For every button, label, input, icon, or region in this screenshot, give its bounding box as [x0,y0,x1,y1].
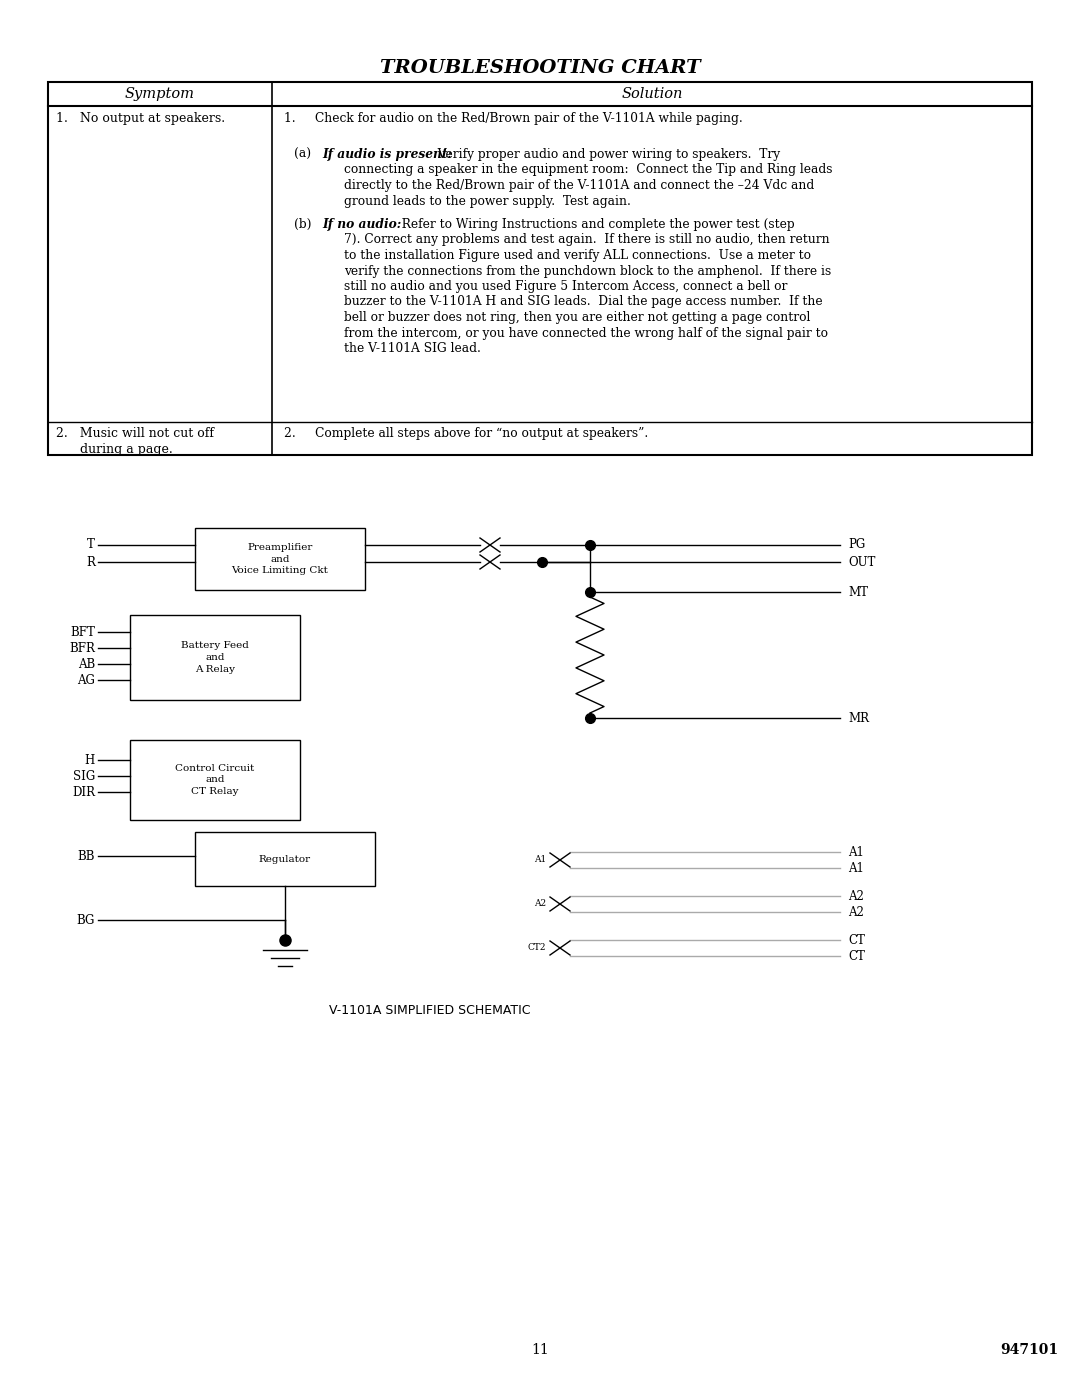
Text: 11: 11 [531,1343,549,1356]
Text: If no audio:: If no audio: [322,218,402,231]
Text: verify the connections from the punchdown block to the amphenol.  If there is: verify the connections from the punchdow… [345,264,832,278]
Text: (b): (b) [294,218,311,231]
Text: TROUBLESHOOTING CHART: TROUBLESHOOTING CHART [380,59,700,77]
Text: BFR: BFR [69,641,95,655]
Text: from the intercom, or you have connected the wrong half of the signal pair to: from the intercom, or you have connected… [345,327,828,339]
Text: AB: AB [78,658,95,671]
Text: still no audio and you used Figure 5 Intercom Access, connect a bell or: still no audio and you used Figure 5 Int… [345,279,787,293]
Text: BB: BB [78,849,95,862]
Text: bell or buzzer does not ring, then you are either not getting a page control: bell or buzzer does not ring, then you a… [345,312,810,324]
Text: 7). Correct any problems and test again.  If there is still no audio, then retur: 7). Correct any problems and test again.… [345,233,829,246]
Text: DIR: DIR [72,785,95,799]
Text: If audio is present:: If audio is present: [322,148,453,161]
Text: Preamplifier
and
Voice Limiting Ckt: Preamplifier and Voice Limiting Ckt [231,542,328,576]
Text: R: R [86,556,95,569]
Text: T: T [87,538,95,552]
Bar [195,528,365,590]
Text: Refer to Wiring Instructions and complete the power test (step: Refer to Wiring Instructions and complet… [394,218,795,231]
Text: SIG: SIG [72,770,95,782]
Text: A2: A2 [534,900,546,908]
Bar [130,740,300,820]
Text: MT: MT [848,585,868,598]
Text: Battery Feed
and
A Relay: Battery Feed and A Relay [181,641,248,673]
Text: Verify proper audio and power wiring to speakers.  Try: Verify proper audio and power wiring to … [430,148,780,161]
Text: 1.     Check for audio on the Red/Brown pair of the V-1101A while paging.: 1. Check for audio on the Red/Brown pair… [284,112,743,124]
Text: 2.     Complete all steps above for “no output at speakers”.: 2. Complete all steps above for “no outp… [284,427,648,440]
Text: CT2: CT2 [527,943,546,953]
Text: MR: MR [848,711,869,725]
Text: BG: BG [77,914,95,926]
Text: V-1101A SIMPLIFIED SCHEMATIC: V-1101A SIMPLIFIED SCHEMATIC [329,1003,530,1017]
Text: Solution: Solution [621,87,683,101]
Text: connecting a speaker in the equipment room:  Connect the Tip and Ring leads: connecting a speaker in the equipment ro… [345,163,833,176]
Text: A1: A1 [848,862,864,875]
Text: H: H [84,753,95,767]
Text: CT: CT [848,933,865,947]
Text: A2: A2 [848,905,864,918]
Text: 1.   No output at speakers.: 1. No output at speakers. [56,112,225,124]
Text: BFT: BFT [70,626,95,638]
Text: directly to the Red/Brown pair of the V-1101A and connect the –24 Vdc and: directly to the Red/Brown pair of the V-… [345,179,814,191]
Text: 2.   Music will not cut off: 2. Music will not cut off [56,427,214,440]
Text: Control Circuit
and
CT Relay: Control Circuit and CT Relay [175,764,255,796]
Bar [195,833,375,886]
Text: A2: A2 [848,890,864,902]
Text: CT: CT [848,950,865,963]
Text: Regulator: Regulator [259,855,311,863]
Bar [48,82,1032,455]
Text: during a page.: during a page. [56,443,173,455]
Text: PG: PG [848,538,865,552]
Text: OUT: OUT [848,556,876,569]
Text: (a): (a) [294,148,311,161]
Text: A1: A1 [848,845,864,859]
Text: Symptom: Symptom [125,87,195,101]
Text: AG: AG [77,673,95,686]
Text: buzzer to the V-1101A H and SIG leads.  Dial the page access number.  If the: buzzer to the V-1101A H and SIG leads. D… [345,296,823,309]
Text: 947101: 947101 [1000,1343,1058,1356]
Bar [130,615,300,700]
Text: ground leads to the power supply.  Test again.: ground leads to the power supply. Test a… [345,194,631,208]
Text: the V-1101A SIG lead.: the V-1101A SIG lead. [345,342,481,355]
Text: to the installation Figure used and verify ALL connections.  Use a meter to: to the installation Figure used and veri… [345,249,811,263]
Text: A1: A1 [534,855,546,865]
